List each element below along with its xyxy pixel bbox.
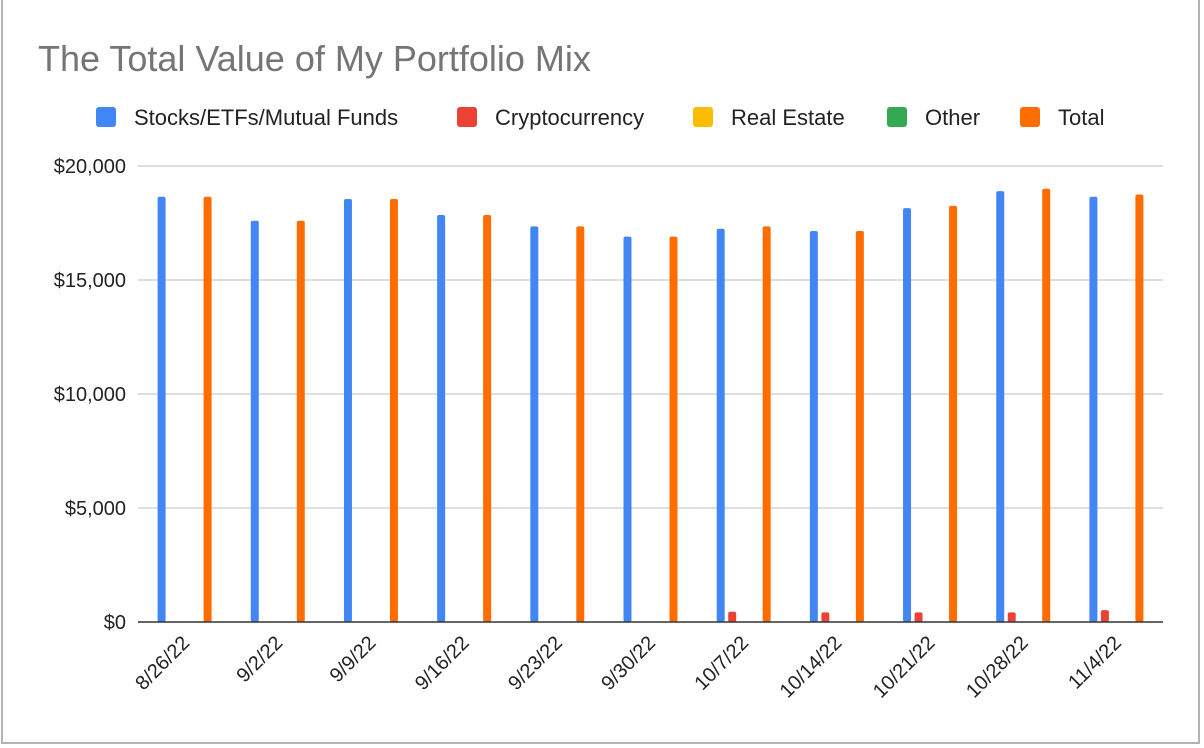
bar-cryptocurrency [1007,612,1016,622]
legend: Stocks/ETFs/Mutual Funds Cryptocurrency Re… [96,105,1104,130]
x-tick-label: 10/21/22 [869,632,940,703]
y-axis-ticks: $0 $5,000 $10,000 $15,000 $20,000 [54,156,126,634]
bar-cryptocurrency [821,612,830,622]
x-tick-label: 9/23/22 [504,632,567,695]
legend-swatch [887,107,907,127]
legend-label: Stocks/ETFs/Mutual Funds [134,105,398,130]
y-tick-label: $10,000 [54,384,126,406]
bar-total [1042,188,1051,623]
x-tick-label: 9/9/22 [326,632,381,687]
bar-cryptocurrency [914,612,923,622]
bar-cryptocurrency [1100,610,1109,622]
bar-stocks-etfs-mutual-funds [996,191,1005,622]
legend-label: Total [1058,105,1104,130]
bar-stocks-etfs-mutual-funds [809,230,818,623]
bar-total [483,215,492,622]
legend-swatch [457,107,477,127]
x-tick-label: 10/14/22 [776,632,847,703]
y-tick-label: $5,000 [65,498,126,520]
bar-total [949,205,958,622]
bar-cryptocurrency [728,611,737,622]
y-tick-label: $15,000 [54,270,126,292]
bar-total [203,196,212,622]
bar-stocks-etfs-mutual-funds [343,199,352,622]
y-tick-label: $0 [104,612,126,634]
y-tick-label: $20,000 [54,156,126,178]
bar-total [576,226,585,623]
bar-stocks-etfs-mutual-funds [530,226,539,623]
bar-stocks-etfs-mutual-funds [1089,196,1098,622]
x-tick-label: 9/16/22 [411,632,474,695]
bar-total [855,230,864,623]
bar-stocks-etfs-mutual-funds [250,220,259,622]
bar-stocks-etfs-mutual-funds [623,236,632,622]
legend-swatch [96,107,116,127]
bar-stocks-etfs-mutual-funds [903,208,912,622]
legend-swatch [1020,107,1040,127]
bar-stocks-etfs-mutual-funds [437,215,446,622]
bar-stocks-etfs-mutual-funds [716,228,725,622]
x-tick-label: 10/28/22 [962,632,1033,703]
x-tick-label: 11/4/22 [1064,632,1126,694]
bar-total [762,226,771,623]
x-axis-ticks: 8/26/22 9/2/22 9/9/22 9/16/22 9/23/22 9/30/22… [131,632,1126,703]
x-tick-label: 9/2/22 [232,632,287,687]
x-tick-label: 9/30/22 [597,632,660,695]
gridlines [138,165,1163,509]
x-tick-label: 10/7/22 [690,632,753,695]
bar-total [389,199,398,622]
legend-label: Other [925,105,980,130]
bar-total [296,220,305,622]
legend-label: Real Estate [731,105,845,130]
x-tick-label: 8/26/22 [131,632,194,695]
bar-total [1135,194,1144,622]
bar-stocks-etfs-mutual-funds [157,196,166,622]
legend-swatch [693,107,713,127]
chart-title: The Total Value of My Portfolio Mix [38,38,591,79]
legend-label: Cryptocurrency [495,105,644,130]
bar-total [669,236,678,622]
bars [157,188,1144,623]
